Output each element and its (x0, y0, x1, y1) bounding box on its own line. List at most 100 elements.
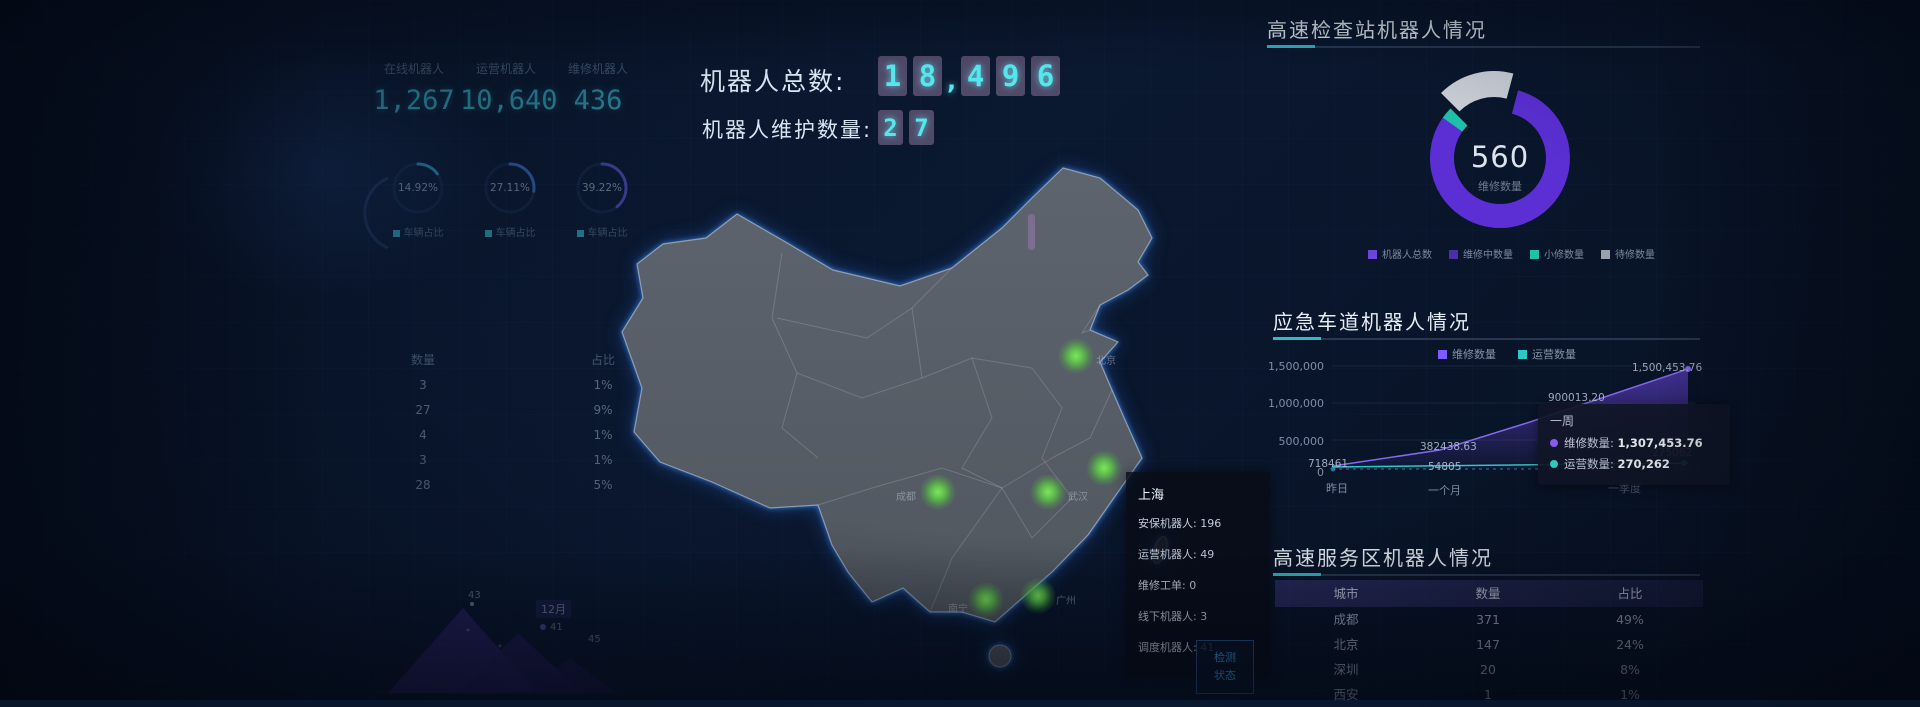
legend-label: 维修中数量 (1463, 250, 1513, 261)
cell-city: 西安 (1333, 687, 1359, 702)
column-header-ratio: 占比 (1617, 586, 1643, 601)
decorative-bar (1028, 214, 1035, 250)
cell-ratio: 9% (593, 403, 613, 417)
gauge-row: 14.92% 车辆占比 27.11% 车辆占比 39.22% 车辆占比 (388, 158, 632, 239)
tooltip-title: 一周 (1550, 414, 1575, 428)
legend-label: 小修数量 (1544, 250, 1584, 261)
table-row: 3 1% (378, 448, 668, 473)
map-marker-nanning[interactable] (968, 582, 1004, 618)
table-row: 深圳 20 8% (1275, 657, 1703, 682)
tooltip-row: 运营数量: 270,262 (1550, 456, 1718, 472)
table-row: 成都 371 49% (1275, 607, 1703, 632)
gauge-percent: 27.11% (489, 182, 531, 194)
map-badge-line: 检测 (1214, 651, 1236, 665)
cell-count: 147 (1476, 637, 1500, 652)
table-row: 3 1% (378, 373, 668, 398)
legend-swatch (1438, 350, 1447, 359)
table-header-row: 数量 占比 (378, 348, 668, 373)
cell-ratio: 1% (593, 453, 613, 467)
cell-ratio: 1% (1620, 687, 1640, 702)
section-title-service: 高速服务区机器人情况 (1273, 546, 1493, 570)
donut-center-value: 560 (1470, 140, 1530, 174)
cell-ratio: 5% (593, 478, 613, 492)
map-tooltip-title: 上海 (1138, 488, 1165, 503)
pyramid-value: 41 (550, 622, 563, 633)
table-header-row: 城市 数量 占比 (1275, 580, 1703, 607)
gauge-legend-label: 车辆占比 (495, 228, 536, 239)
pyramid-month-label: 12月 (536, 600, 571, 618)
legend-item[interactable]: 运营数量 (1518, 346, 1576, 362)
lcd-digit: 4 (961, 56, 991, 96)
gauge-percent: 39.22% (581, 182, 623, 194)
legend-swatch (392, 229, 400, 237)
gauge-legend: 车辆占比 (480, 224, 540, 239)
map-tooltip-row: 维修工单: 0 (1138, 579, 1197, 592)
legend-item[interactable]: 待修数量 (1601, 246, 1655, 261)
legend-item[interactable]: 维修数量 (1438, 346, 1496, 362)
x-axis-tick: 一个月 (1428, 484, 1461, 497)
cell-count: 3 (419, 453, 427, 467)
gauge-legend-label: 车辆占比 (403, 228, 444, 239)
cell-city: 成都 (1333, 612, 1359, 627)
robot-total-value: 1 8 , 4 9 6 (878, 56, 1061, 96)
section-title-emergency: 应急车道机器人情况 (1273, 310, 1471, 334)
legend-swatch (1518, 350, 1527, 359)
map-marker-label: 南宁 (948, 604, 968, 615)
map-marker-label: 武汉 (1068, 492, 1088, 503)
dot-icon (540, 624, 546, 630)
underline-accent (1273, 573, 1321, 576)
map-marker-chengdu[interactable] (920, 474, 956, 510)
gauge-vehicle-ratio-2: 27.11% 车辆占比 (480, 158, 540, 239)
table-row: 27 9% (378, 398, 668, 423)
left-ratio-table: 数量 占比 3 1% 27 9% 4 1% 3 1% 28 5% (378, 348, 668, 498)
gauge-vehicle-ratio-3: 39.22% 车辆占比 (572, 158, 632, 239)
column-header: 占比 (590, 353, 615, 367)
legend-label: 维修数量 (1452, 348, 1496, 361)
map-marker-shanghai[interactable] (1086, 450, 1122, 486)
point-label: 718461 (1308, 458, 1349, 470)
y-axis-tick: 1,000,000 (1268, 397, 1324, 410)
map-marker-beijing[interactable] (1058, 338, 1094, 374)
donut-legend: 机器人总数 维修中数量 小修数量 待修数量 (1368, 246, 1655, 261)
legend-item[interactable]: 机器人总数 (1368, 246, 1432, 261)
legend-swatch (1530, 250, 1539, 259)
point-label: 382438.63 (1420, 441, 1477, 453)
stat-value: 436 (573, 85, 623, 116)
cell-count: 1 (1484, 687, 1492, 702)
column-header-count: 数量 (1475, 586, 1501, 601)
underline-accent (1273, 337, 1321, 340)
lcd-digit: 7 (909, 110, 934, 145)
map-marker-label: 广州 (1056, 596, 1076, 607)
map-marker-guangzhou[interactable] (1020, 578, 1056, 614)
section-title-checkpoint: 高速检查站机器人情况 (1267, 18, 1487, 42)
stat-label: 运营机器人 (475, 62, 536, 76)
map-marker-wuhan[interactable] (1030, 474, 1066, 510)
point-label: 1,500,453.76 (1632, 362, 1703, 374)
map-status-badge[interactable]: 检测 状态 (1196, 640, 1254, 694)
cell-ratio: 49% (1616, 612, 1644, 627)
pyramid-point-label: 43 (468, 590, 481, 601)
legend-item[interactable]: 维修中数量 (1449, 246, 1513, 261)
legend-label: 运营数量 (1532, 348, 1576, 361)
series-dot-icon (1550, 439, 1558, 447)
cell-city: 深圳 (1333, 662, 1359, 677)
legend-item[interactable]: 小修数量 (1530, 246, 1584, 261)
left-stats: 在线机器人 1,267 运营机器人 10,640 维修机器人 436 (368, 60, 644, 116)
legend-swatch (1601, 250, 1610, 259)
pyramid-mini-chart: 43 12月 41 45 (368, 578, 628, 700)
lcd-digit: 2 (878, 110, 903, 145)
section-underline (1273, 337, 1700, 340)
cell-city: 北京 (1333, 637, 1359, 652)
robot-total-label: 机器人总数: (700, 67, 846, 96)
underline-accent (1267, 45, 1315, 48)
y-axis-tick: 500,000 (1278, 435, 1325, 448)
robot-maintain-label: 机器人维护数量: (702, 118, 873, 142)
robot-maintain-value: 2 7 (878, 110, 934, 145)
point-label: 54805 (1428, 461, 1462, 473)
decorative-gauge-arc (363, 176, 389, 250)
table-row: 北京 147 24% (1275, 632, 1703, 657)
lcd-digit: 1 (878, 56, 907, 96)
table-row: 28 5% (378, 473, 668, 498)
cell-ratio: 8% (1620, 662, 1640, 677)
pyramid-value-label: 41 (540, 622, 563, 633)
